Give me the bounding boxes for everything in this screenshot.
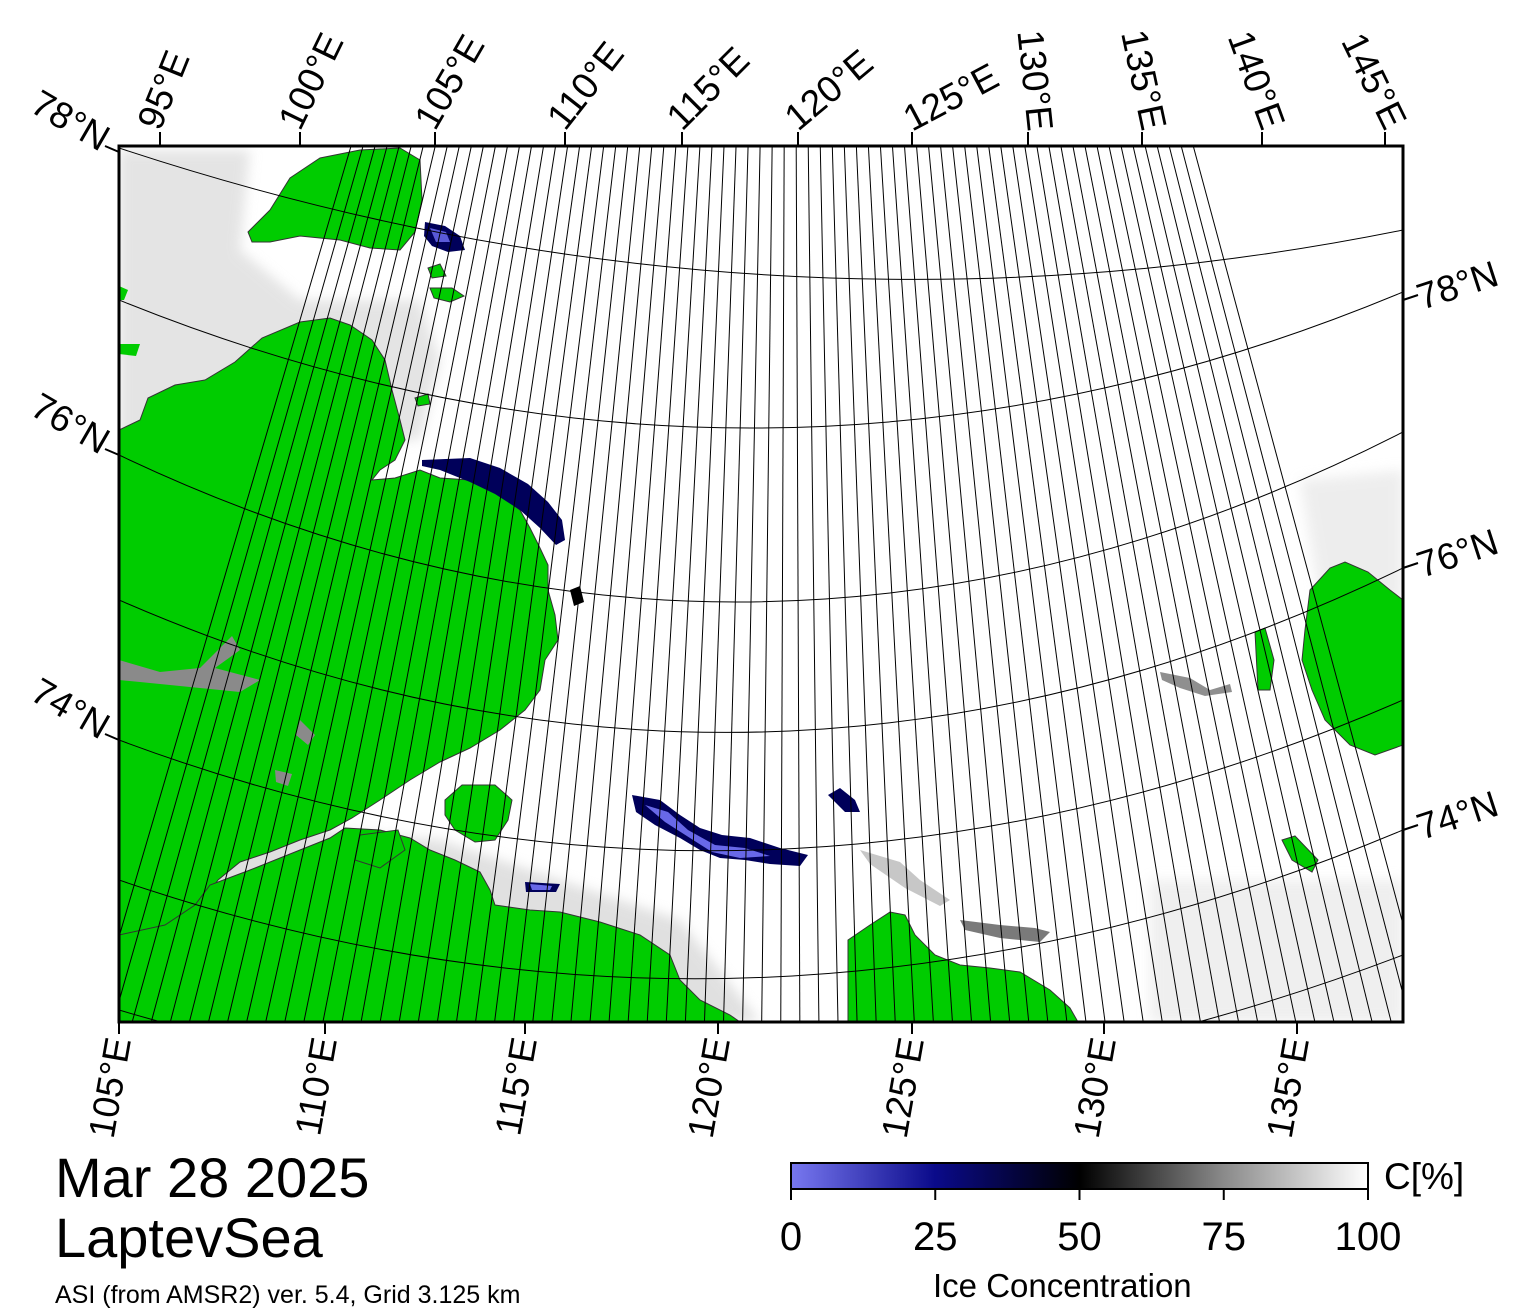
- left-lat-label: 74°N: [24, 670, 116, 747]
- colorbar: [790, 1162, 1369, 1190]
- right-lat-label: 76°N: [1412, 521, 1503, 586]
- colorbar-tick-label: 75: [1202, 1215, 1247, 1259]
- graticule-meridians: [119, 146, 1403, 1022]
- top-lon-label: 110°E: [539, 34, 632, 137]
- top-lon-label: 130°E: [1009, 28, 1060, 133]
- colorbar-tick-label: 100: [1335, 1215, 1402, 1259]
- land-edge: [119, 344, 140, 356]
- right-lat-tick: [1402, 294, 1419, 301]
- left-lat-label: 78°N: [24, 82, 116, 159]
- right-lat-axis: 78°N 76°N 74°N: [1402, 253, 1503, 848]
- land-lena-delta: [847, 911, 1079, 1022]
- bottom-lon-label: 105°E: [81, 1034, 139, 1141]
- left-lat-tick: [104, 448, 120, 456]
- right-lat-tick: [1402, 824, 1419, 831]
- colorbar-tick-label: 0: [780, 1215, 802, 1259]
- top-lon-label: 100°E: [270, 27, 351, 136]
- top-lon-label: 115°E: [659, 39, 758, 138]
- bottom-lon-label: 125°E: [874, 1034, 932, 1141]
- map-content: [119, 146, 1403, 1022]
- bottom-lon-label: 115°E: [487, 1034, 544, 1138]
- map-frame: [117, 144, 1405, 1024]
- land-ice-patch: [296, 720, 315, 745]
- bottom-lon-label: 120°E: [680, 1034, 738, 1141]
- left-lat-axis: 78°N 76°N 74°N: [24, 82, 120, 747]
- land-ice-patch: [275, 770, 292, 786]
- land-ice-streak: [119, 636, 260, 692]
- left-lat-tick: [104, 145, 120, 153]
- top-lon-label: 140°E: [1220, 26, 1293, 135]
- top-lon-label: 120°E: [777, 42, 881, 138]
- source-label: ASI (from AMSR2) ver. 5.4, Grid 3.125 km: [55, 1281, 521, 1309]
- right-lat-tick: [1402, 562, 1419, 569]
- land-taymyr: [119, 317, 559, 936]
- left-lat-label: 76°N: [24, 385, 116, 462]
- land-kotelny: [1301, 561, 1403, 756]
- top-lon-label: 135°E: [1113, 26, 1174, 134]
- land-siberia: [119, 827, 741, 1022]
- top-lon-label: 95°E: [129, 45, 197, 135]
- colorbar-tick-label: 50: [1057, 1215, 1102, 1259]
- colorbar-tick-label: 25: [913, 1215, 958, 1259]
- land-edge: [119, 286, 128, 300]
- bottom-lon-label: 130°E: [1066, 1034, 1124, 1141]
- colorbar-unit: C[%]: [1384, 1156, 1465, 1197]
- bottom-lon-axis: 105°E 110°E 115°E 120°E 125°E 130°E 135°E: [81, 1022, 1317, 1141]
- land-stolbovoy: [1281, 835, 1319, 873]
- top-lon-axis: 95°E 100°E 105°E 110°E 115°E 120°E 125°E 130°E 1…: [129, 26, 1415, 146]
- left-lat-tick: [104, 733, 120, 741]
- colorbar-ticks: 0 25 50 75 100: [780, 1189, 1402, 1259]
- region-label: LaptevSea: [55, 1206, 323, 1269]
- right-lat-label: 74°N: [1412, 783, 1503, 848]
- top-lon-label: 145°E: [1333, 27, 1414, 136]
- bottom-lon-label: 110°E: [287, 1034, 344, 1138]
- date-label: Mar 28 2025: [55, 1146, 370, 1209]
- right-lat-label: 78°N: [1412, 253, 1503, 318]
- top-lon-label: 125°E: [897, 55, 1006, 139]
- top-lon-label: 105°E: [406, 28, 492, 136]
- colorbar-title: Ice Concentration: [933, 1267, 1192, 1304]
- graticule-latitudes: [119, 147, 1403, 1022]
- bottom-lon-label: 135°E: [1259, 1034, 1317, 1141]
